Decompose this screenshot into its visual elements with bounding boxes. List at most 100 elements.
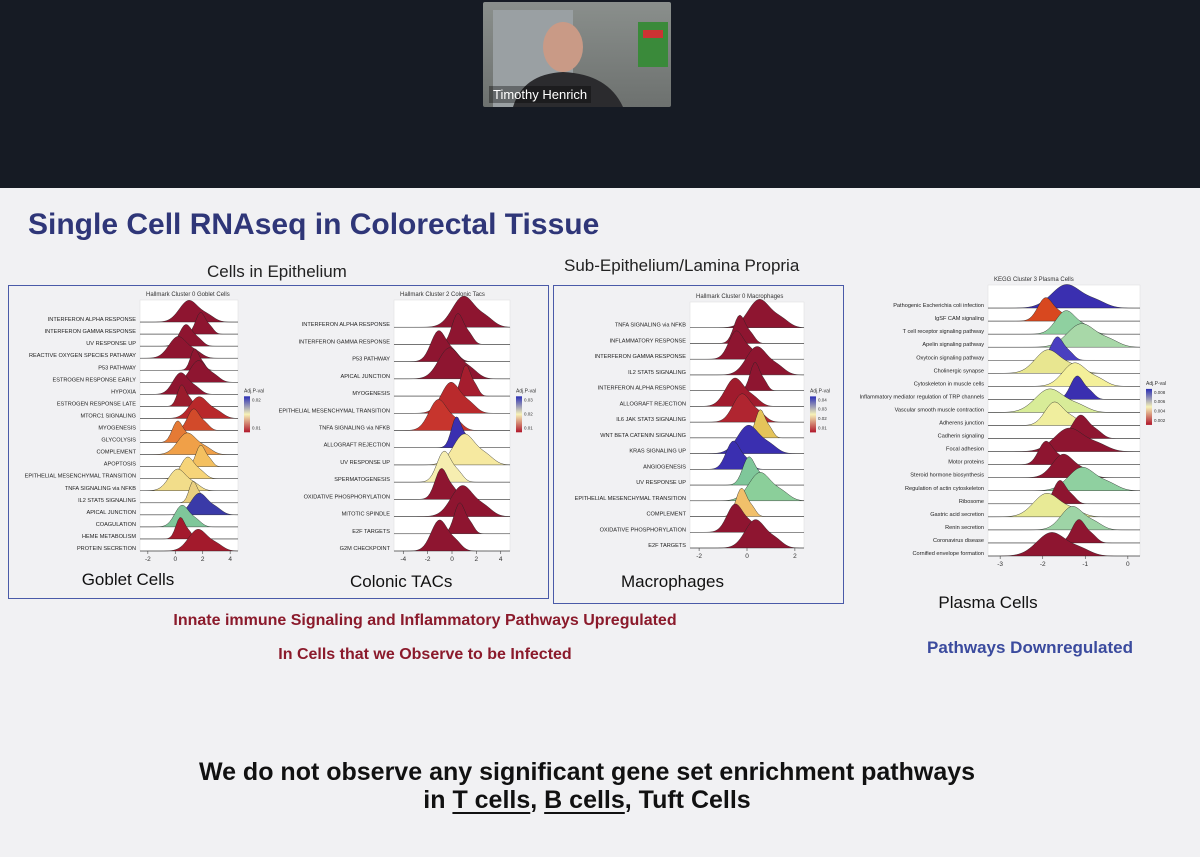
- pathway-label: APOPTOSIS: [104, 462, 136, 468]
- ridge: [394, 450, 510, 483]
- pathway-label: UV RESPONSE UP: [86, 341, 136, 347]
- pathway-label: UV RESPONSE UP: [636, 480, 686, 486]
- ridge: [140, 517, 238, 540]
- x-tick-label: 2: [793, 553, 797, 560]
- pathway-label: HYPOXIA: [111, 389, 136, 395]
- cell-type: B cells: [544, 786, 625, 814]
- ridge: [690, 503, 804, 533]
- x-tick-label: -2: [425, 556, 431, 563]
- pathway-label: IL2 STAT5 SIGNALING: [628, 370, 686, 376]
- pathway-label: ALLOGRAFT REJECTION: [324, 443, 390, 449]
- ridge: [394, 382, 510, 414]
- lamina-box: [553, 285, 844, 604]
- legend-title: Adj.P-val: [244, 388, 264, 394]
- x-tick-label: 4: [228, 556, 232, 563]
- plot-title: Hallmark Cluster 0 Macrophages: [696, 294, 783, 300]
- pathway-label: INTERFERON ALPHA RESPONSE: [598, 386, 687, 392]
- pathway-label: EPITHELIAL MESENCHYMAL TRANSITION: [575, 496, 686, 502]
- ridge: [394, 433, 511, 466]
- pathway-label: TNFA SIGNALING via NFKB: [65, 486, 136, 492]
- pathway-label: Vascular smooth muscle contraction: [895, 407, 984, 413]
- legend-tick: 0.002: [1154, 418, 1166, 423]
- pathway-label: Gastric acid secretion: [930, 512, 984, 518]
- x-tick-label: -4: [400, 556, 406, 563]
- pathway-label: Coronavirus disease: [933, 538, 984, 544]
- pathway-label: Apelin signaling pathway: [922, 342, 984, 348]
- ridge: [690, 299, 805, 328]
- plot-title: Hallmark Cluster 0 Goblet Cells: [146, 292, 230, 298]
- ridge: [988, 479, 1140, 504]
- slide: Single Cell RNAseq in Colorectal Tissue …: [0, 188, 1200, 857]
- pathway-label: Steroid hormone biosynthesis: [910, 473, 984, 479]
- legend-tick: 0.03: [818, 407, 827, 412]
- pathway-label: T cell receptor signaling pathway: [903, 329, 985, 335]
- x-tick-label: -2: [696, 553, 702, 560]
- ridge: [140, 360, 239, 383]
- ridge: [988, 401, 1140, 426]
- legend-tick: 0.01: [818, 425, 827, 430]
- x-tick-label: 2: [201, 556, 205, 563]
- pathway-label: Regulation of actin cytoskeleton: [905, 486, 984, 492]
- pathway-label: MYOGENESIS: [98, 426, 136, 432]
- pathway-label: INTERFERON GAMMA RESPONSE: [45, 329, 137, 335]
- ridge: [140, 492, 239, 516]
- legend-tick: 0.006: [1154, 399, 1166, 404]
- x-tick-label: 0: [1126, 561, 1130, 568]
- ridge: [140, 504, 238, 528]
- ridge: [140, 432, 238, 455]
- text: , Tuft Cells: [624, 786, 751, 814]
- legend-tick: 0.02: [818, 416, 827, 421]
- pathway-label: APICAL JUNCTION: [340, 374, 390, 380]
- plot-title: KEGG Cluster 3 Plasma Cells: [994, 277, 1074, 283]
- pathway-label: IgSF CAM signaling: [935, 316, 984, 322]
- ridge: [987, 493, 1140, 518]
- pathway-label: INFLAMMATORY RESPONSE: [610, 338, 687, 344]
- group-heading: Cells in Epithelium: [207, 262, 347, 281]
- pathway-label: P53 PATHWAY: [352, 357, 390, 363]
- x-tick-label: 0: [173, 556, 177, 563]
- pathway-label: SPERMATOGENESIS: [334, 477, 390, 483]
- painting: [638, 22, 668, 67]
- legend-tick: 0.04: [818, 397, 827, 402]
- ridge: [988, 362, 1140, 387]
- ridge: [690, 314, 804, 344]
- ridge: [988, 375, 1140, 400]
- ridge: [690, 393, 804, 423]
- caption-line: Innate immune Signaling and Inflammatory…: [173, 612, 677, 629]
- bottom-line: in T cells, B cells, Tuft Cells: [0, 786, 1187, 815]
- ridge: [988, 336, 1140, 361]
- legend-title: Adj.P-val: [1146, 381, 1166, 387]
- pathway-label: COMPLEMENT: [647, 512, 687, 518]
- panel-label: Macrophages: [621, 572, 725, 591]
- legend-bar: [244, 396, 250, 433]
- pathway-label: INTERFERON ALPHA RESPONSE: [48, 317, 137, 323]
- ridgeline-plot: KEGG Cluster 3 Plasma Cells Pathogenic Es…: [860, 277, 1167, 568]
- legend-tick: 0.01: [524, 425, 533, 430]
- ridge: [140, 481, 238, 503]
- ridge: [987, 349, 1140, 374]
- ridge: [988, 310, 1140, 335]
- pathway-label: Motor proteins: [948, 460, 984, 466]
- text: ,: [530, 786, 538, 814]
- ridge: [394, 468, 510, 500]
- ridge: [140, 456, 238, 479]
- legend-tick: 0.004: [1154, 409, 1166, 414]
- pathway-label: Cornified envelope formation: [912, 551, 984, 557]
- cell-type: T cells: [452, 786, 531, 814]
- ridge: [140, 324, 238, 347]
- ridgeline-plot: Hallmark Cluster 0 Macrophages TNFA SIGNA…: [575, 294, 830, 560]
- pathway-label: INTERFERON ALPHA RESPONSE: [302, 322, 391, 328]
- pathway-label: MTORC1 SIGNALING: [80, 413, 136, 419]
- shoulders: [513, 72, 623, 107]
- pathway-label: G2M CHECKPOINT: [340, 546, 391, 552]
- ridge: [987, 388, 1140, 413]
- pathway-label: ESTROGEN RESPONSE EARLY: [52, 377, 136, 383]
- ridge: [689, 377, 804, 407]
- x-tick-label: -2: [145, 556, 151, 563]
- x-tick-label: 4: [499, 556, 503, 563]
- legend-title: Adj.P-val: [516, 388, 536, 394]
- x-tick-label: 2: [475, 556, 479, 563]
- pathway-label: Ribosome: [959, 499, 984, 505]
- pathway-label: Cadherin signaling: [938, 434, 984, 440]
